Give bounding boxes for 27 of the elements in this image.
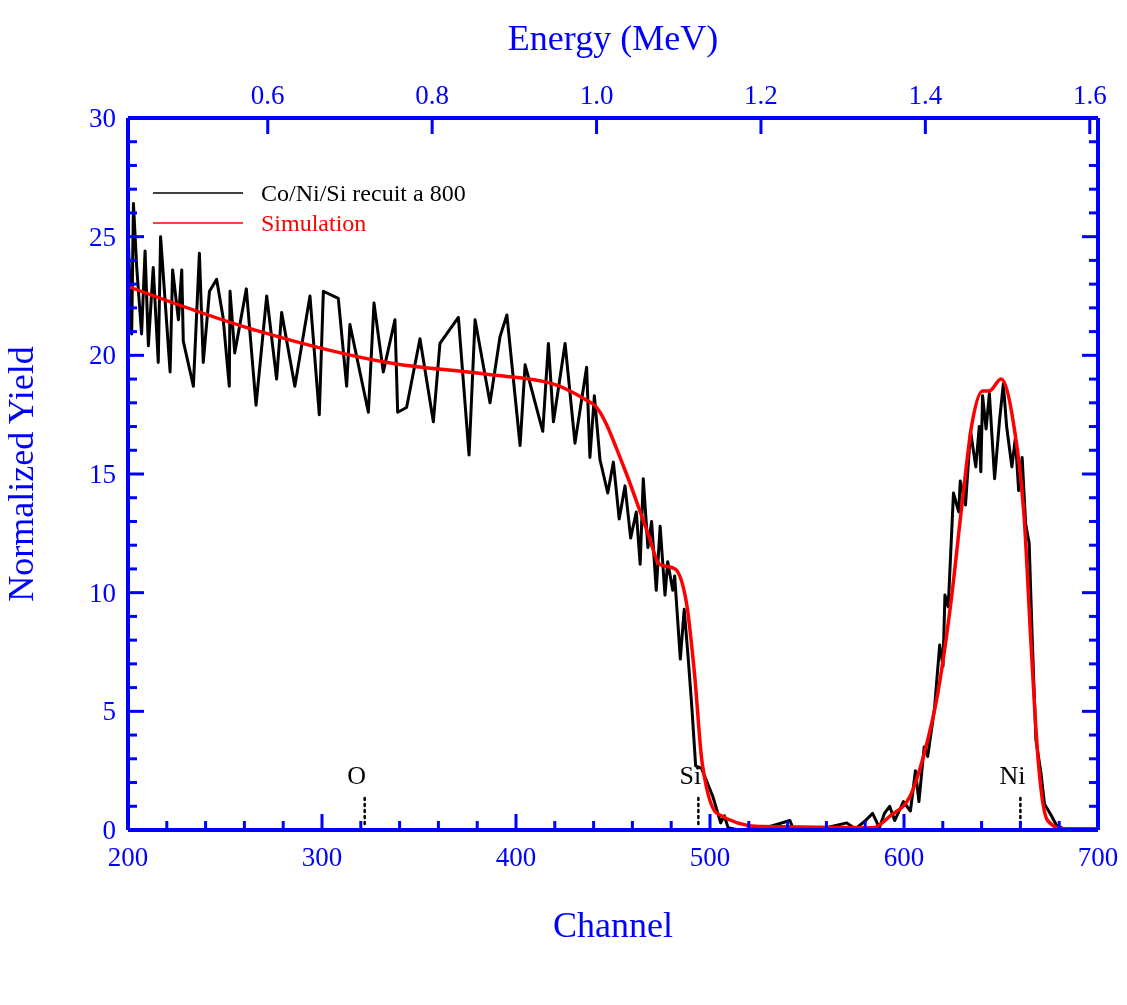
y-axis-title: Normalized Yield	[0, 346, 41, 602]
x2-tick-label: 1.4	[908, 80, 943, 110]
x2-axis-title: Energy (MeV)	[507, 17, 719, 58]
y-tick-label: 0	[102, 815, 116, 845]
y-tick-label: 20	[89, 340, 116, 371]
x-tick-label: 300	[301, 842, 343, 872]
y-tick-label: 30	[89, 103, 116, 133]
y-tick-label: 25	[89, 221, 116, 252]
ref-line-label: Ni	[999, 761, 1026, 790]
x-tick-label: 400	[495, 842, 537, 872]
x-tick-label: 200	[107, 842, 149, 872]
x2-tick-label: 0.6	[250, 80, 285, 110]
legend-label: Simulation	[261, 209, 367, 237]
y-tick-label: 15	[89, 459, 116, 489]
legend-label: Co/Ni/Si recuit a 800	[261, 179, 466, 207]
ref-line-label: Si	[679, 761, 702, 790]
x2-tick-label: 0.8	[415, 80, 450, 110]
ref-line-label: O	[347, 761, 367, 790]
x2-tick-label: 1.6	[1072, 80, 1107, 110]
y-tick-label: 5	[102, 696, 116, 727]
x-tick-label: 700	[1077, 842, 1119, 872]
x-axis-title: Channel	[553, 905, 673, 945]
x2-tick-label: 1.0	[579, 80, 614, 110]
x-tick-label: 500	[689, 842, 731, 872]
x-tick-label: 600	[883, 842, 925, 872]
y-tick-label: 10	[89, 577, 116, 608]
x2-tick-label: 1.2	[744, 80, 778, 110]
